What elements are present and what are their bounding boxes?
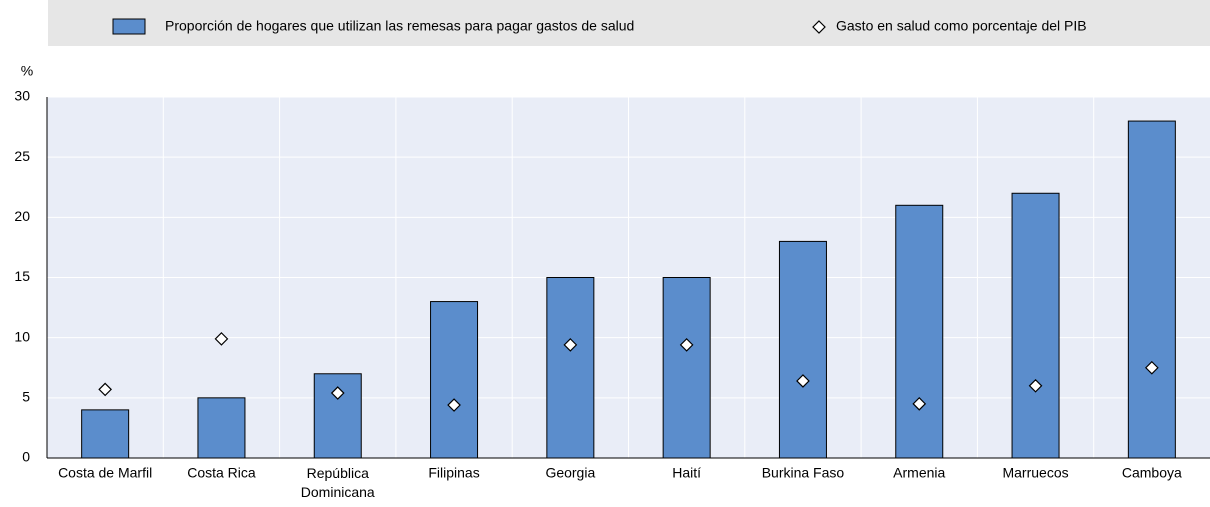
x-tick-label: Marruecos <box>1002 465 1068 481</box>
bar <box>1011 192 1060 459</box>
diamond-marker <box>330 386 345 400</box>
diamond-marker <box>679 338 694 352</box>
legend-marker <box>812 20 826 34</box>
y-tick-label: 15 <box>14 268 30 284</box>
bar <box>662 277 711 459</box>
x-tick-label: Camboya <box>1122 465 1182 481</box>
bar <box>895 204 944 459</box>
diamond-marker <box>447 398 461 412</box>
y-axis-label: % <box>21 63 33 79</box>
bar <box>430 301 479 459</box>
y-tick-label: 30 <box>14 88 30 104</box>
y-tick-label: 5 <box>22 389 30 405</box>
diamond-marker <box>796 374 810 388</box>
legend-label: Proporción de hogares que utilizan las r… <box>165 18 634 34</box>
bar <box>546 277 595 459</box>
x-tick-label: Filipinas <box>428 465 479 481</box>
diamond-marker <box>563 338 578 352</box>
diamond-marker <box>214 332 229 346</box>
diamond-marker <box>1145 360 1159 375</box>
x-tick-label: Burkina Faso <box>762 465 845 481</box>
x-tick-label: Costa de Marfil <box>58 465 152 481</box>
x-tick-label: Georgia <box>545 465 595 481</box>
x-tick-label: República Dominicana <box>301 465 375 500</box>
y-tick-label: 25 <box>14 148 30 164</box>
diamond-marker <box>1028 378 1043 393</box>
y-tick-label: 0 <box>22 449 30 465</box>
bar <box>778 240 827 459</box>
diamond-marker <box>912 397 927 411</box>
x-tick-label: Costa Rica <box>187 465 256 481</box>
bar <box>1127 120 1176 459</box>
legend-swatch <box>112 18 146 35</box>
legend-label: Gasto en salud como porcentaje del PIB <box>836 18 1087 34</box>
x-tick-label: Haití <box>672 465 701 481</box>
bar <box>81 409 130 459</box>
y-tick-label: 20 <box>14 208 30 224</box>
y-tick-label: 10 <box>14 328 30 344</box>
diamond-marker <box>98 382 112 397</box>
bar <box>197 397 246 459</box>
x-tick-label: Armenia <box>893 465 945 481</box>
legend-background <box>48 0 1210 46</box>
